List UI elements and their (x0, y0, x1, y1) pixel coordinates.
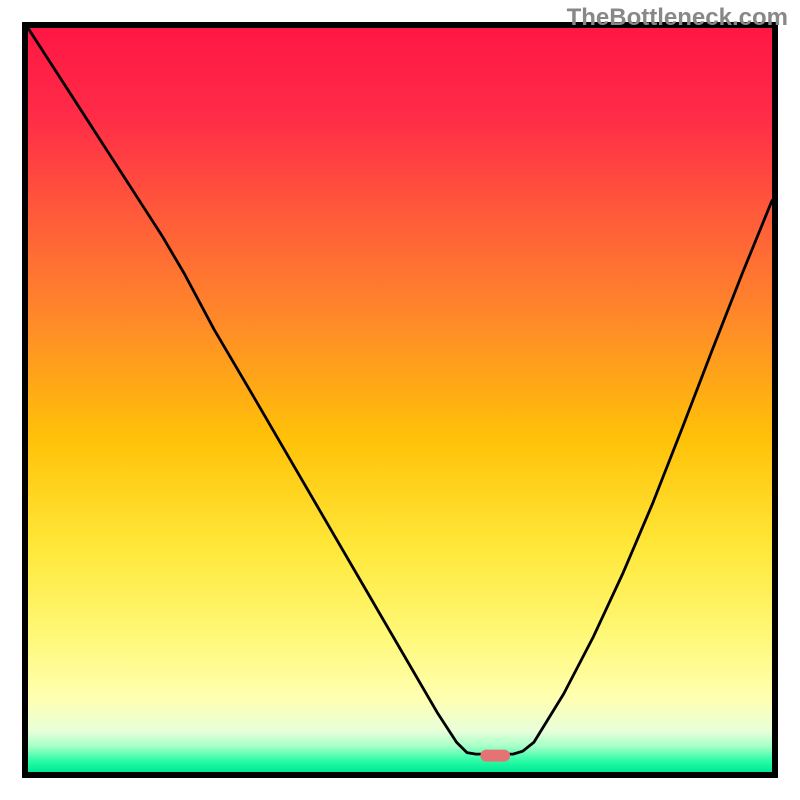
chart-container: TheBottleneck.com (0, 0, 800, 800)
bottleneck-chart (0, 0, 800, 800)
watermark-label: TheBottleneck.com (567, 4, 788, 32)
